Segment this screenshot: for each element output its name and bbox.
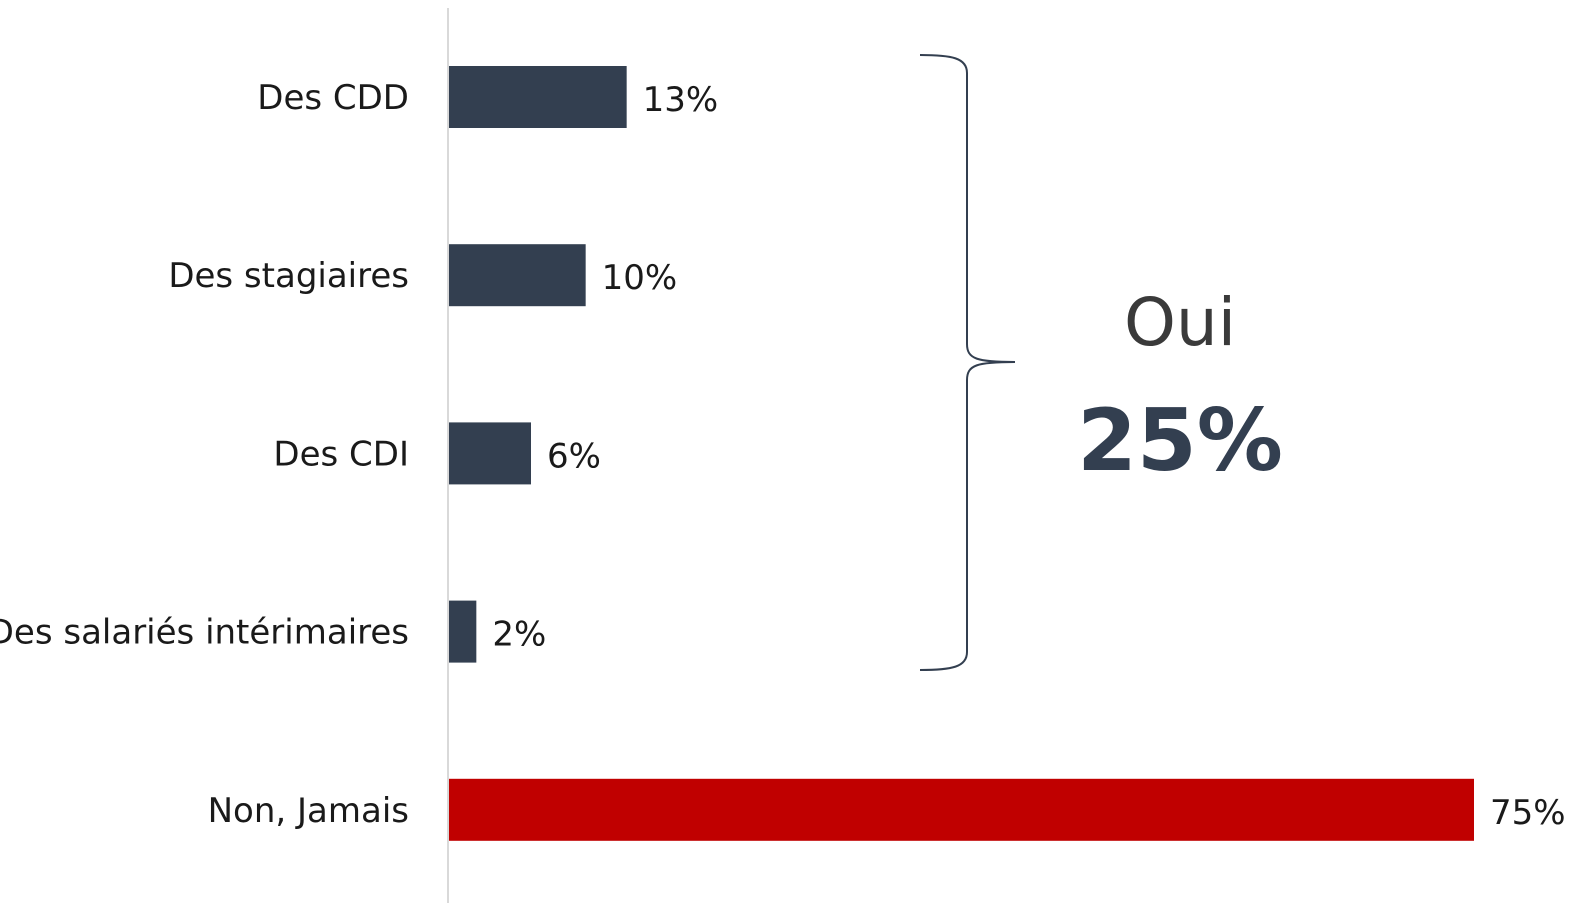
value-label: 10% — [602, 258, 678, 298]
bar — [449, 422, 531, 485]
category-label: Non, Jamais — [208, 791, 409, 831]
category-label: Des salariés intérimaires — [0, 613, 409, 653]
curly-brace-icon — [919, 54, 1016, 671]
bar — [449, 66, 627, 128]
bars-group: Des CDD 13% Des stagiaires 10% Des CDI 6% Des … — [0, 66, 1566, 841]
value-label: 2% — [492, 615, 546, 655]
category-label: Des stagiaires — [168, 256, 409, 296]
bar — [449, 600, 477, 663]
bar — [449, 244, 586, 307]
value-label: 6% — [547, 436, 601, 476]
oui-label: Oui — [1124, 284, 1236, 361]
category-label: Des CDI — [273, 434, 409, 474]
category-label: Des CDD — [257, 78, 409, 118]
oui-total-value: 25% — [1077, 391, 1283, 491]
value-label: 75% — [1490, 793, 1566, 833]
bar — [449, 778, 1474, 841]
value-label: 13% — [643, 80, 719, 120]
